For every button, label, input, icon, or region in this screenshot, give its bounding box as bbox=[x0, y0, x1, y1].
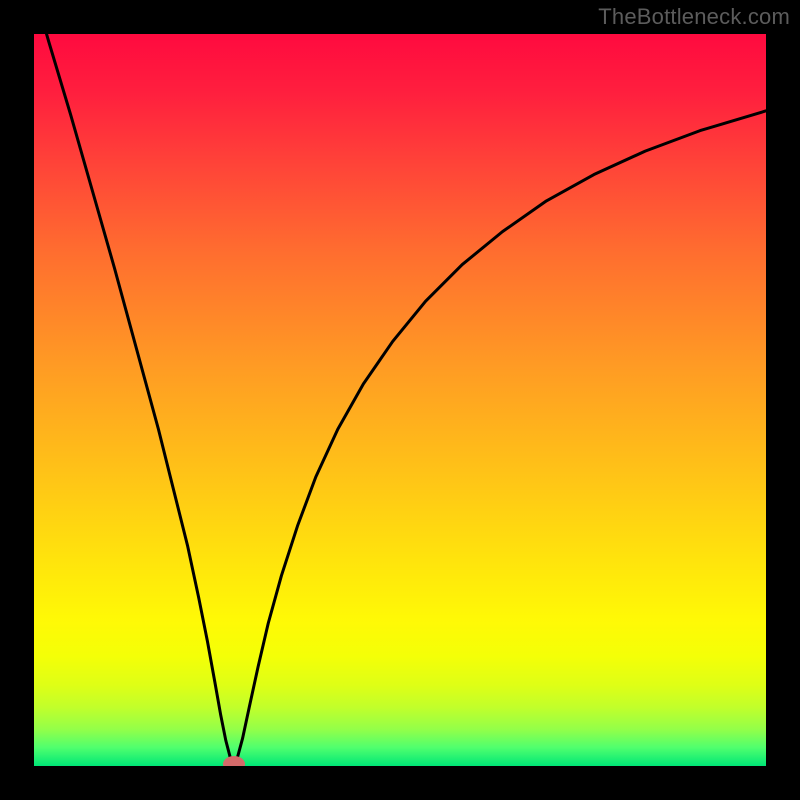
bottleneck-curve bbox=[34, 34, 766, 766]
plot-area bbox=[34, 34, 766, 766]
watermark-text: TheBottleneck.com bbox=[598, 4, 790, 30]
minimum-point-marker bbox=[223, 756, 245, 766]
chart-frame: TheBottleneck.com bbox=[0, 0, 800, 800]
